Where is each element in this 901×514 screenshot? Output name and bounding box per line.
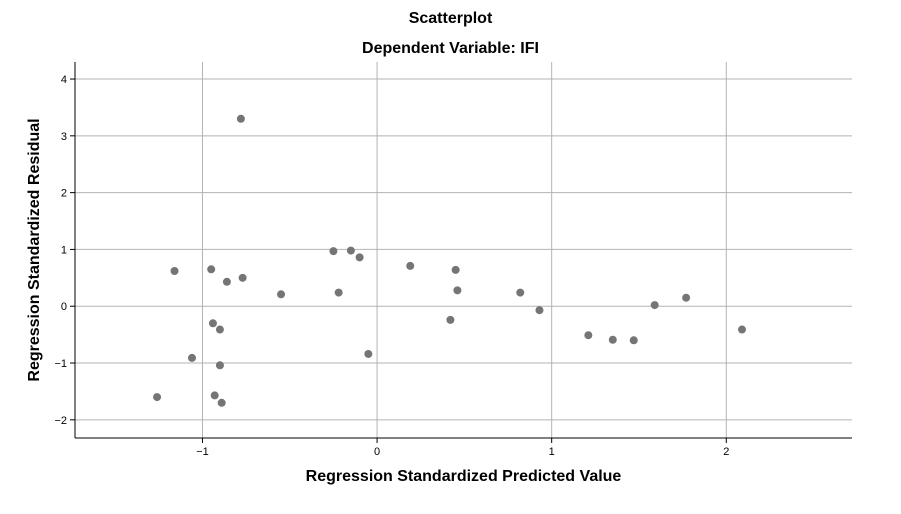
y-tick-label: 0 (61, 301, 67, 313)
data-point (187, 353, 196, 362)
data-point (629, 336, 638, 345)
y-tick-label: −2 (54, 415, 67, 427)
axes (70, 62, 852, 443)
data-point (446, 315, 455, 324)
data-point (682, 293, 691, 302)
x-tick-label: −1 (196, 446, 209, 458)
tick-labels: −1 0 1 2 −2 −1 0 1 2 3 4 (54, 74, 729, 458)
x-axis-label: Regression Standardized Predicted Value (305, 468, 622, 485)
data-point (451, 265, 460, 274)
data-point (222, 277, 231, 286)
data-point (334, 288, 343, 297)
data-point (215, 361, 224, 370)
x-tick-label: 1 (549, 446, 555, 458)
data-point (346, 246, 355, 255)
data-point (737, 325, 746, 334)
chart-subtitle: Dependent Variable: IFI (362, 40, 539, 57)
data-point (210, 391, 219, 400)
data-point (217, 398, 226, 407)
y-axis-label: Regression Standardized Residual (26, 118, 43, 382)
data-point (238, 273, 247, 282)
grid-lines (75, 62, 852, 438)
data-point (608, 335, 617, 344)
data-point (215, 325, 224, 334)
data-point (535, 306, 544, 315)
data-point (277, 290, 286, 299)
data-point (207, 265, 216, 274)
chart-title: Scatterplot (408, 10, 493, 27)
y-tick-label: −1 (54, 358, 67, 370)
x-tick-label: 0 (374, 446, 380, 458)
data-point (584, 331, 593, 340)
data-point (406, 261, 415, 270)
x-tick-label: 2 (723, 446, 729, 458)
data-point (364, 349, 373, 358)
data-points (153, 114, 746, 407)
y-tick-label: 3 (61, 131, 67, 143)
y-tick-label: 2 (61, 188, 67, 200)
data-point (355, 253, 364, 262)
data-point (153, 393, 162, 402)
data-point (650, 301, 659, 310)
data-point (208, 319, 217, 328)
data-point (516, 288, 525, 297)
data-point (453, 286, 462, 295)
y-tick-label: 1 (61, 244, 67, 256)
data-point (170, 267, 179, 276)
data-point (236, 114, 245, 123)
data-point (329, 247, 338, 256)
y-tick-label: 4 (61, 74, 67, 86)
